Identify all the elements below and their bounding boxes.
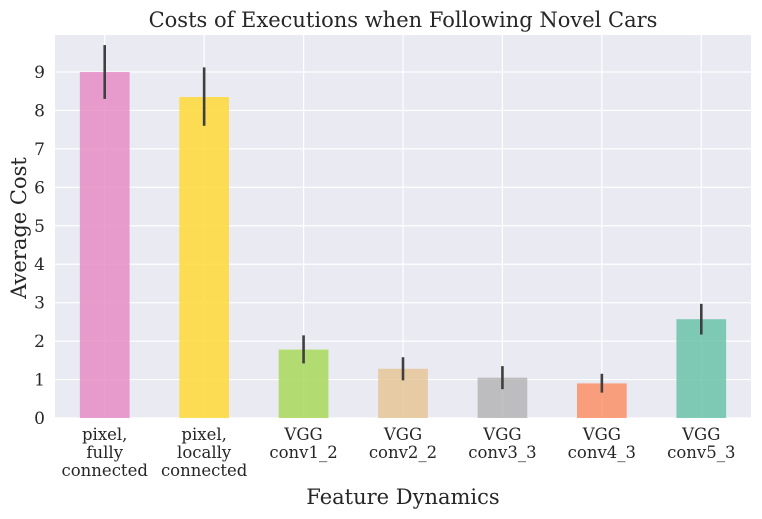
x-axis-label: Feature Dynamics [306, 485, 499, 509]
bar-chart: 0 1 2 3 4 5 6 7 8 9 pixel, fully connectedpixel, loc… [0, 0, 762, 519]
y-tick-label: 6 [34, 178, 45, 198]
x-tick-label: VGG conv3_3 [468, 425, 536, 462]
y-axis-ticks: 0 1 2 3 4 5 6 7 8 9 [34, 63, 45, 429]
x-tick-label: VGG conv2_2 [369, 425, 437, 462]
x-tick-label: VGG conv5_3 [667, 425, 735, 462]
x-tick-label: pixel, fully connected [62, 425, 149, 480]
x-tick-label: pixel, locally connected [161, 425, 248, 480]
y-tick-label: 0 [34, 409, 45, 429]
x-tick-label: VGG conv4_3 [568, 425, 636, 462]
y-tick-label: 1 [34, 371, 45, 391]
y-tick-label: 9 [34, 63, 45, 83]
x-tick-label: VGG conv1_2 [269, 425, 337, 462]
y-tick-label: 5 [34, 217, 45, 237]
y-tick-label: 4 [34, 255, 45, 275]
y-axis-label: Average Cost [7, 157, 31, 300]
y-tick-label: 3 [34, 294, 45, 314]
bar [179, 97, 229, 418]
chart-title: Costs of Executions when Following Novel… [149, 8, 658, 32]
y-tick-label: 8 [34, 101, 45, 121]
y-tick-label: 2 [34, 332, 45, 352]
bar [80, 72, 130, 418]
y-tick-label: 7 [34, 140, 45, 160]
